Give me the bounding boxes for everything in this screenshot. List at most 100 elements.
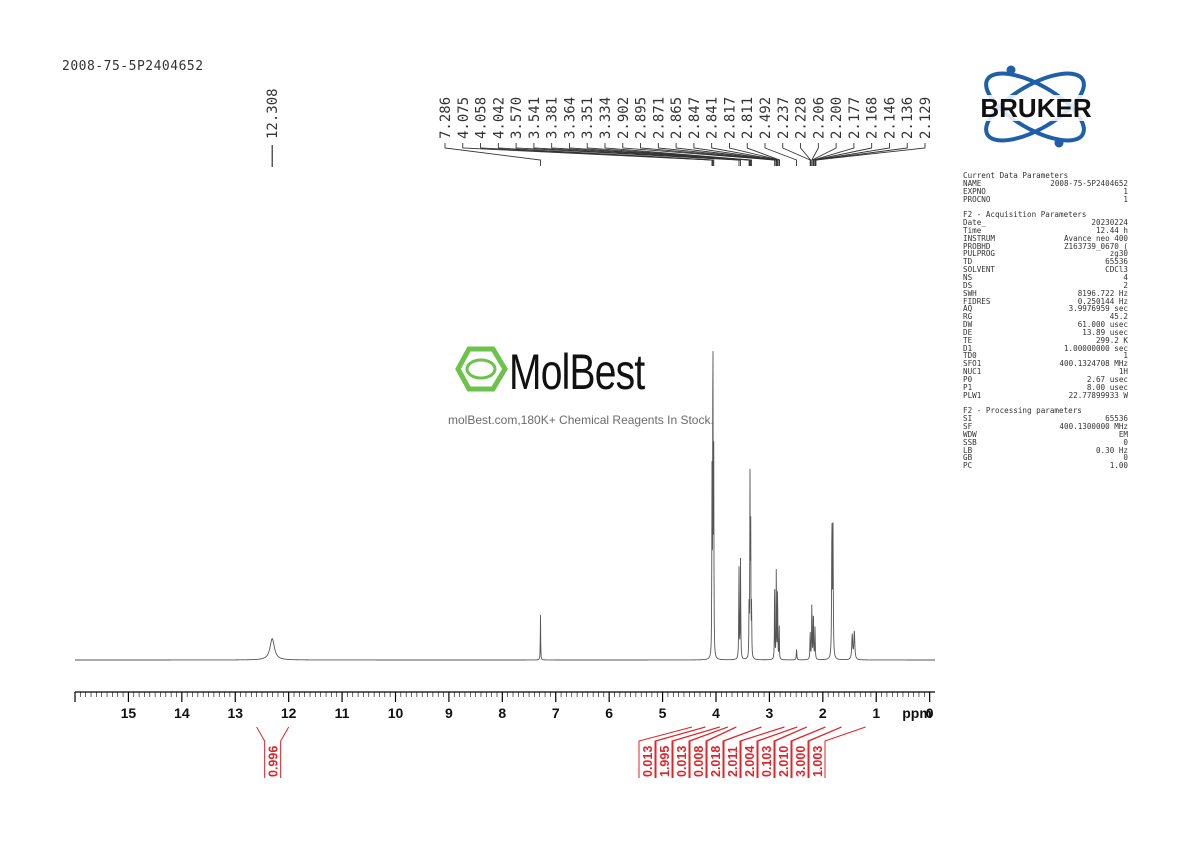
param-key: EXPNO bbox=[963, 186, 986, 196]
x-tick-label: 9 bbox=[445, 705, 453, 721]
spectrum bbox=[75, 351, 935, 661]
param-value: 0.30 Hz bbox=[1095, 445, 1128, 455]
peak-label: 2.841 bbox=[705, 97, 721, 139]
peak-label: 2.492 bbox=[758, 97, 774, 139]
peak-label: 3.334 bbox=[598, 97, 614, 139]
peak-label-leader bbox=[533, 143, 741, 166]
param-value: 12.44 h bbox=[1095, 225, 1128, 235]
param-value: 1 bbox=[1123, 186, 1128, 196]
param-row: NS 4 bbox=[963, 274, 1128, 282]
x-tick-label: 5 bbox=[659, 705, 667, 721]
peak-label-leader bbox=[782, 143, 811, 166]
param-value: 1.00000000 sec bbox=[1063, 343, 1128, 353]
peak-labels: 12.308 7.286 4.075 4.058 4.042 3.570 3.541 3.38… bbox=[265, 88, 934, 167]
peak-label: 2.177 bbox=[847, 97, 863, 139]
param-key: PC bbox=[963, 461, 973, 471]
param-row: NUC1 1H bbox=[963, 368, 1128, 376]
molbest-tagline: molBest.com,180K+ Chemical Reagents In S… bbox=[448, 413, 714, 427]
peak-label-leader bbox=[462, 143, 713, 166]
x-tick-label: 2 bbox=[819, 705, 827, 721]
molbest-hexagon-icon bbox=[455, 346, 508, 392]
param-value: 8.00 usec bbox=[1086, 382, 1128, 392]
param-row: SI 65536 bbox=[963, 415, 1128, 423]
param-value: 400.1324708 MHz bbox=[1059, 359, 1128, 369]
param-key: DE bbox=[963, 327, 973, 337]
peak-label: 7.286 bbox=[438, 97, 454, 139]
param-row: TD 65536 bbox=[963, 258, 1128, 266]
param-key: SSB bbox=[963, 437, 977, 447]
param-key: SF bbox=[963, 422, 973, 431]
peak-label-leader bbox=[551, 143, 750, 166]
param-key: PULPROG bbox=[963, 249, 996, 259]
peak-label-leader bbox=[815, 143, 926, 166]
param-value: 1H bbox=[1118, 367, 1128, 377]
peak-label: 4.058 bbox=[474, 97, 490, 139]
peak-label: 4.075 bbox=[456, 97, 472, 139]
param-value: 400.1300000 MHz bbox=[1059, 422, 1128, 431]
param-row: TE 299.2 K bbox=[963, 336, 1128, 345]
integral-label: 3.000 bbox=[794, 746, 808, 777]
x-tick-label: 8 bbox=[498, 705, 506, 721]
peak-label: 2.811 bbox=[740, 97, 756, 139]
param-row: D1 1.00000000 sec bbox=[963, 343, 1128, 353]
param-key: TD bbox=[963, 257, 973, 267]
acquisition-params-title: F2 - Acquisition Parameters bbox=[963, 210, 1087, 220]
peak-label-leader bbox=[764, 143, 797, 166]
param-value: 22.77899933 W bbox=[1068, 390, 1128, 400]
param-value: 0 bbox=[1123, 437, 1128, 447]
param-value: 1.00 bbox=[1109, 461, 1128, 471]
param-row: SFO1 400.1324708 MHz bbox=[963, 360, 1128, 368]
integral-label: 0.013 bbox=[675, 746, 689, 777]
param-key: RG bbox=[963, 312, 973, 322]
peak-label: 2.206 bbox=[811, 97, 827, 139]
param-value: 0 bbox=[1123, 453, 1128, 463]
integral-label: 2.011 bbox=[726, 746, 740, 777]
peak-label: 3.381 bbox=[545, 97, 561, 139]
param-row: NAME 2008-75-5P2404652 bbox=[963, 179, 1128, 188]
param-key: P0 bbox=[963, 374, 973, 384]
param-row: RG 45.2 bbox=[963, 313, 1128, 321]
param-value: 4 bbox=[1123, 272, 1128, 282]
param-row: SOLVENT CDCl3 bbox=[963, 266, 1128, 274]
param-row: GB 0 bbox=[963, 454, 1128, 462]
peak-label: 2.237 bbox=[776, 97, 792, 139]
param-row: DS 2 bbox=[963, 281, 1128, 290]
param-value: Avance neo 400 bbox=[1063, 233, 1128, 243]
peak-label-leader bbox=[444, 143, 541, 166]
peak-label-leader bbox=[814, 143, 890, 166]
x-tick-label: 12 bbox=[281, 705, 297, 721]
peak-label: 2.817 bbox=[722, 97, 738, 139]
x-tick-label: 1 bbox=[872, 705, 880, 721]
param-value: 8196.722 Hz bbox=[1077, 288, 1128, 298]
param-key: SWH bbox=[963, 288, 977, 298]
param-row: DW 61.000 usec bbox=[963, 321, 1128, 329]
param-key: LB bbox=[963, 445, 973, 455]
x-tick-label: 15 bbox=[121, 705, 137, 721]
peak-label-leader bbox=[568, 143, 751, 166]
param-row: INSTRUM Avance neo 400 bbox=[963, 233, 1128, 243]
param-row: DE 13.89 usec bbox=[963, 329, 1128, 337]
spectrum-trace bbox=[75, 351, 935, 661]
bruker-wordmark: BRUKER bbox=[980, 93, 1091, 123]
x-tick-label: 14 bbox=[174, 705, 190, 721]
peak-label: 3.364 bbox=[562, 97, 578, 139]
param-key: INSTRUM bbox=[963, 233, 996, 243]
x-tick-label: 6 bbox=[605, 705, 613, 721]
integral-label: 0.996 bbox=[267, 746, 281, 777]
param-key: GB bbox=[963, 453, 973, 463]
param-value: EM bbox=[1118, 429, 1128, 439]
param-row: LB 0.30 Hz bbox=[963, 445, 1128, 455]
peak-label-leader bbox=[813, 143, 873, 166]
param-row: PC 1.00 bbox=[963, 462, 1128, 470]
peak-label: 2.902 bbox=[616, 97, 632, 139]
param-row: P0 2.67 usec bbox=[963, 376, 1128, 384]
param-key: SOLVENT bbox=[963, 265, 996, 275]
peak-label: 3.570 bbox=[509, 97, 525, 139]
peak-label: 3.541 bbox=[527, 97, 543, 139]
sample-id: 2008-75-5P2404652 bbox=[62, 59, 204, 74]
x-tick-label: 10 bbox=[388, 705, 404, 721]
param-key: NS bbox=[963, 272, 973, 282]
param-key: Date_ bbox=[963, 218, 986, 228]
peak-label-leader bbox=[812, 143, 855, 166]
